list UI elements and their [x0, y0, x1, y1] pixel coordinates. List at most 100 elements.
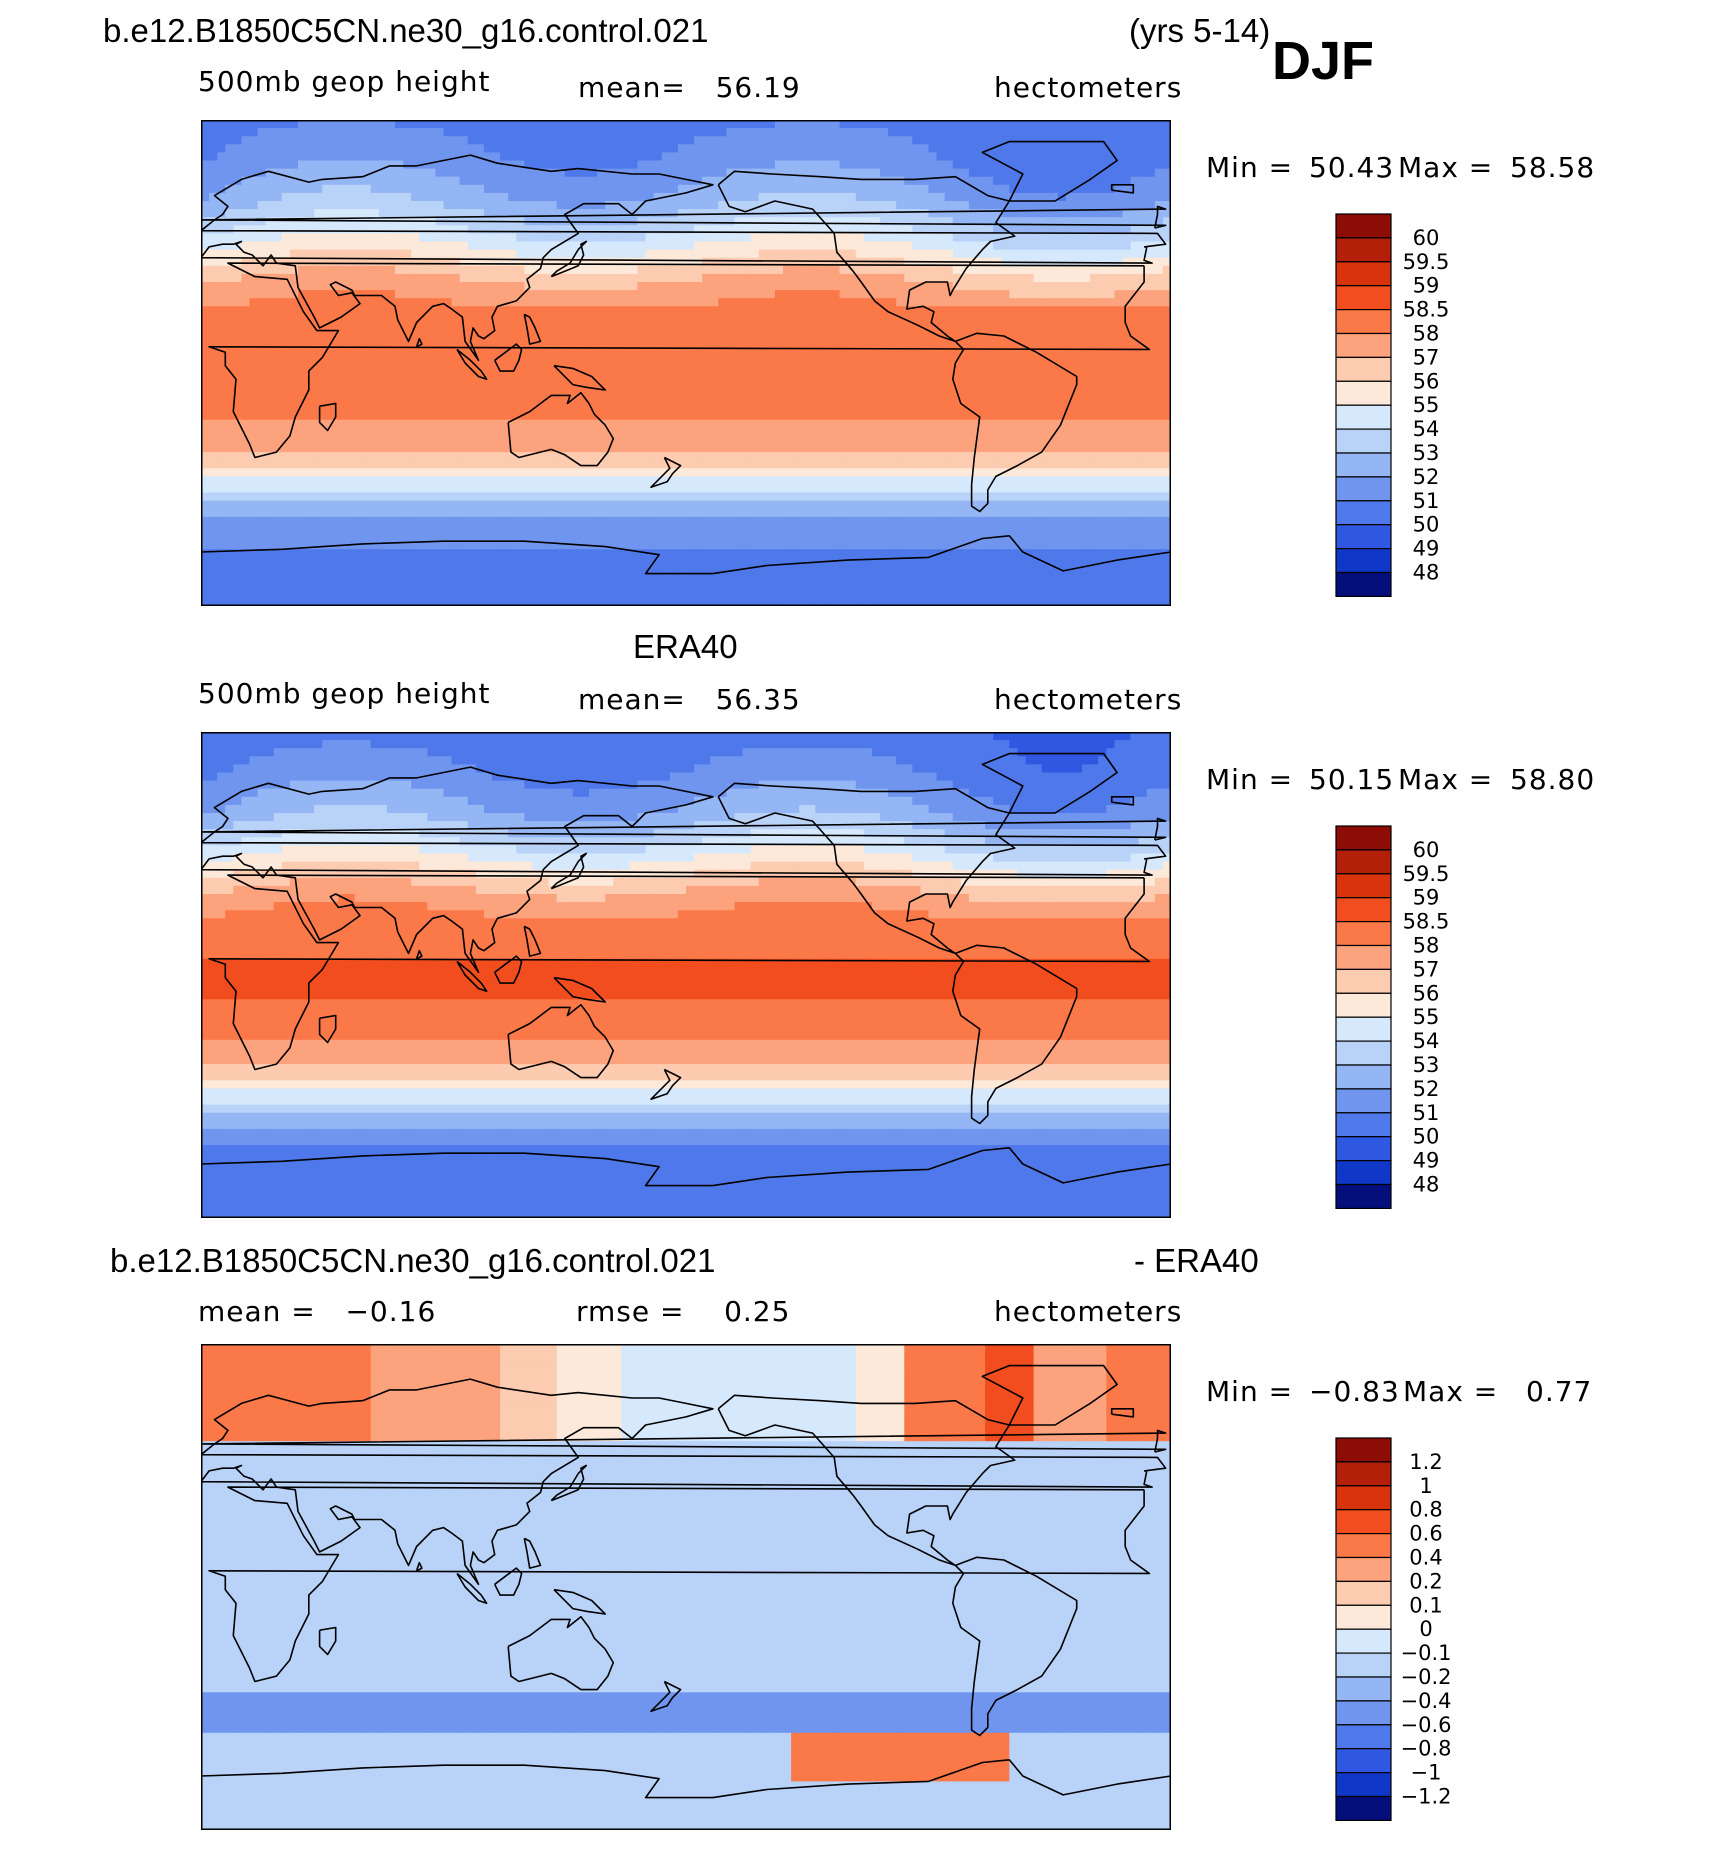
panel1-field-cell — [1033, 217, 1043, 226]
panel1-field-cell — [435, 322, 445, 332]
panel1-field-cell — [734, 452, 744, 461]
panel1-field-cell — [564, 176, 574, 186]
panel1-field-cell — [645, 435, 655, 445]
panel1-field-cell — [1138, 363, 1148, 372]
panel1-field-cell — [613, 282, 622, 291]
panel1-field-cell — [815, 120, 825, 129]
panel1-field-cell — [645, 282, 655, 291]
panel1-field-cell — [241, 249, 251, 259]
panel1-field-cell — [694, 322, 703, 332]
panel1-field-cell — [1065, 225, 1075, 234]
panel1-field-cell — [500, 257, 509, 267]
panel1-field-cell — [273, 282, 283, 291]
panel1-field-cell — [783, 395, 792, 405]
panel1-field-cell — [548, 419, 558, 429]
panel1-field-cell — [314, 144, 323, 153]
panel1-field-cell — [467, 152, 477, 162]
panel1-field-cell — [742, 330, 752, 340]
panel1-field-cell — [912, 306, 922, 315]
panel1-field-cell — [1138, 241, 1148, 251]
panel1-field-cell — [791, 217, 800, 226]
panel1-field-cell — [346, 152, 356, 162]
panel1-field-cell — [483, 144, 493, 153]
panel1-field-cell — [831, 354, 841, 364]
panel1-field-cell — [201, 403, 210, 413]
panel1-field-cell — [386, 257, 396, 267]
panel1-field-cell — [686, 201, 695, 210]
panel1-field-cell — [322, 152, 331, 162]
panel1-field-cell — [233, 427, 243, 437]
panel1-field-cell — [548, 395, 558, 405]
panel1-field-cell — [362, 184, 372, 194]
panel1-field-cell — [354, 120, 364, 129]
panel1-field-cell — [217, 282, 226, 291]
panel1-field-cell — [686, 452, 695, 461]
panel1-field-cell — [766, 444, 776, 453]
panel1-field-cell — [209, 128, 218, 137]
panel1-field-cell — [661, 176, 671, 186]
panel1-field-cell — [1009, 444, 1019, 453]
panel1-field-cell — [742, 120, 752, 129]
panel1-field-cell — [1154, 184, 1164, 194]
panel1-field-cell — [395, 363, 404, 372]
panel1-field-cell — [742, 217, 752, 226]
panel1-field-cell — [1057, 217, 1067, 226]
panel1-field-cell — [241, 387, 251, 396]
panel1-field-cell — [1098, 387, 1107, 396]
panel1-field-cell — [1057, 160, 1067, 170]
panel1-field-cell — [968, 249, 978, 259]
panel1-field-cell — [532, 395, 542, 405]
panel1-field-cell — [742, 152, 752, 162]
panel1-field-cell — [386, 273, 396, 283]
panel1-field-cell — [928, 144, 938, 153]
panel1-field-cell — [718, 322, 728, 332]
panel1-field-cell — [419, 265, 428, 275]
panel1-field-cell — [774, 217, 784, 226]
panel1-field-cell — [1025, 249, 1035, 259]
panel1-field-cell — [863, 330, 873, 340]
panel1-field-cell — [225, 257, 234, 267]
panel1-field-cell — [694, 371, 703, 380]
panel1-field-cell — [669, 395, 679, 405]
panel1-field-cell — [395, 435, 404, 445]
panel1-field-cell — [677, 363, 687, 372]
panel1-field-cell — [281, 403, 291, 413]
panel1-field-cell — [572, 144, 582, 153]
panel1-field-cell — [483, 233, 493, 243]
panel1-field-cell — [217, 160, 226, 170]
panel1-field-cell — [209, 452, 218, 461]
panel1-field-cell — [508, 330, 517, 340]
panel1-field-cell — [500, 354, 509, 364]
panel1-field-cell — [265, 314, 275, 324]
panel1-field-cell — [896, 419, 905, 429]
panel1-field-cell — [791, 427, 800, 437]
panel1-field-cell — [734, 395, 744, 405]
panel1-field-cell — [314, 411, 323, 421]
panel1-field-cell — [774, 395, 784, 405]
panel1-field-cell — [556, 444, 566, 453]
panel1-field-cell — [257, 257, 267, 267]
panel1-field-cell — [403, 249, 412, 259]
panel1-field-cell — [944, 290, 954, 299]
panel1-field-cell — [427, 346, 437, 356]
panel1-field-cell — [880, 338, 889, 348]
panel1-field-cell — [936, 403, 946, 413]
panel1-field-cell — [799, 306, 808, 315]
panel1-field-cell — [815, 427, 825, 437]
panel1-field-cell — [411, 120, 420, 129]
panel1-field-cell — [637, 419, 647, 429]
panel1-field-cell — [694, 403, 703, 413]
panel1-field-cell — [653, 290, 663, 299]
panel1-field-cell — [411, 298, 420, 307]
panel1-field-cell — [467, 282, 477, 291]
panel1-field-cell — [314, 379, 323, 388]
panel1-field-cell — [548, 298, 558, 307]
panel1-field-cell — [564, 371, 574, 380]
panel1-field-cell — [742, 257, 752, 267]
panel1-field-cell — [403, 354, 412, 364]
panel1-field-cell — [968, 290, 978, 299]
panel1-field-cell — [411, 209, 420, 218]
panel1-field-cell — [370, 192, 380, 202]
panel1-field-cell — [960, 306, 970, 315]
panel1-field-cell — [702, 330, 711, 340]
